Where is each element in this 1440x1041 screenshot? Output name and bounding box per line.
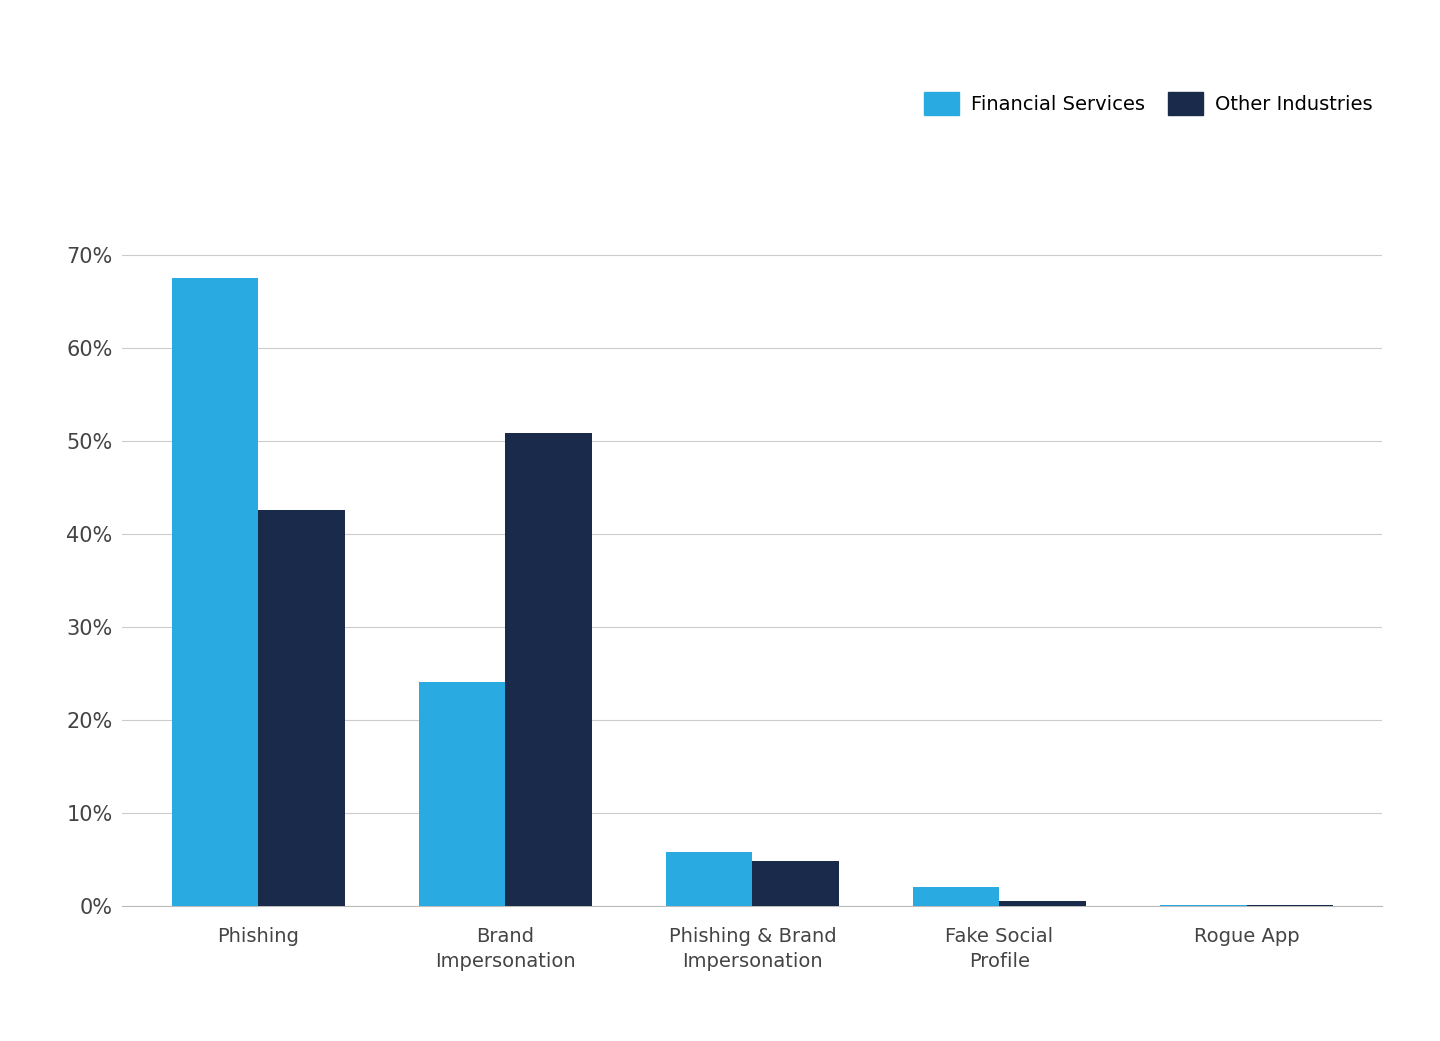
- Text: Percentage of Domain Types by Industry: Percentage of Domain Types by Industry: [36, 27, 864, 61]
- Bar: [258, 510, 344, 906]
- Text: Akamai: Akamai: [1286, 52, 1437, 85]
- Bar: [913, 887, 999, 906]
- Bar: [999, 902, 1086, 906]
- Bar: [505, 433, 592, 906]
- Bar: [171, 278, 258, 906]
- Text: August 1, 2023 – July 31, 2024: August 1, 2023 – July 31, 2024: [36, 87, 397, 111]
- Bar: [419, 683, 505, 906]
- Bar: [752, 861, 840, 906]
- Bar: [665, 852, 752, 906]
- Legend: Financial Services, Other Industries: Financial Services, Other Industries: [924, 93, 1372, 115]
